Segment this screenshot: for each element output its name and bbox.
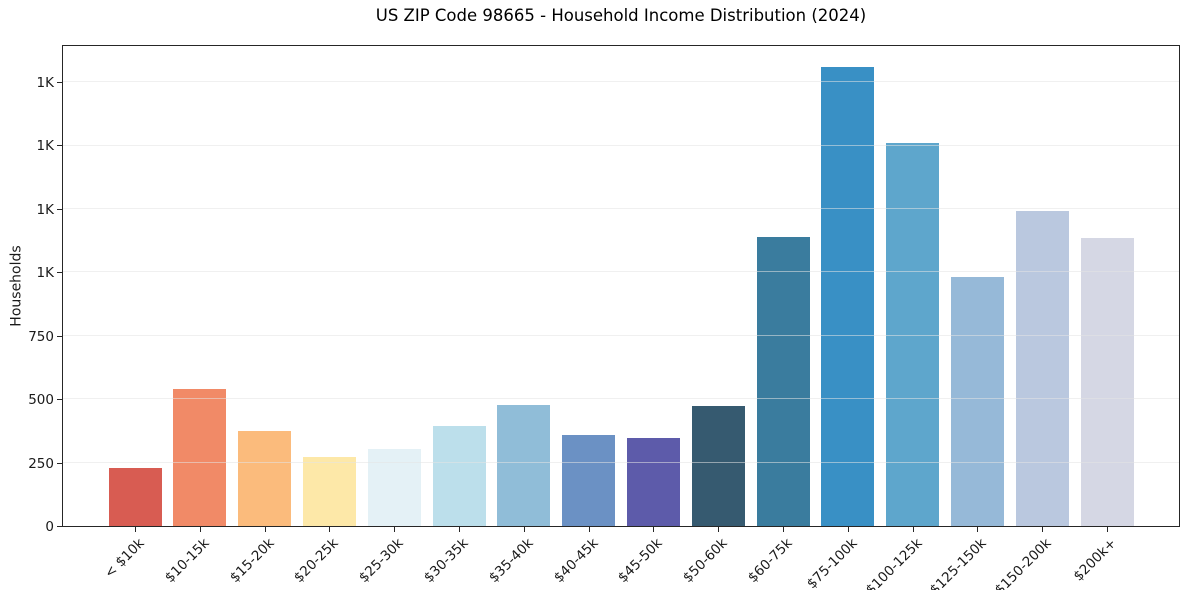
bar-45-50k: [626, 438, 680, 526]
x-tick-mark: [523, 527, 525, 532]
y-tick-mark: [57, 526, 62, 527]
y-tick-mark: [57, 82, 62, 84]
gridline: [63, 144, 1179, 146]
gridline: [63, 207, 1179, 209]
bar-75-100k: [821, 66, 875, 526]
y-tick-label: 500: [28, 392, 54, 409]
bar-40-45k: [562, 434, 616, 526]
y-tick-mark: [57, 272, 62, 274]
x-tick-mark: [459, 527, 460, 532]
y-tick-mark: [57, 208, 62, 210]
x-tick-mark: [653, 527, 655, 532]
y-tick-mark: [57, 399, 62, 401]
bar-125-150k: [950, 276, 1004, 526]
y-tick-label: 0: [45, 519, 54, 535]
gridline: [63, 461, 1179, 463]
gridline: [63, 334, 1179, 336]
y-tick-label: 1K: [36, 138, 54, 155]
y-tick-label: 750: [28, 328, 54, 345]
plot-area: [62, 45, 1180, 527]
y-tick-mark: [57, 462, 62, 464]
x-tick-mark: [264, 527, 266, 532]
x-tick-mark: [912, 527, 914, 532]
gridline: [63, 398, 1179, 400]
bar-150-200k: [1015, 211, 1069, 526]
x-tick-label: < $10k: [101, 535, 148, 582]
y-tick-label: 250: [28, 455, 54, 472]
x-tick-mark: [588, 527, 590, 532]
bar-10-15k: [173, 389, 227, 526]
bar-35-40k: [497, 405, 551, 526]
bar-30-35k: [432, 426, 486, 526]
x-tick-mark: [977, 527, 979, 532]
x-tick-mark: [718, 527, 720, 532]
bar-60-75k: [756, 237, 810, 526]
x-tick-mark: [1107, 527, 1108, 532]
x-tick-mark: [135, 527, 136, 532]
x-tick-mark: [329, 527, 331, 532]
bar-200k: [1080, 237, 1134, 526]
gridline: [63, 271, 1179, 273]
bar-10k: [108, 468, 162, 526]
x-tick-mark: [847, 527, 849, 532]
y-tick-label: 1K: [36, 75, 54, 92]
x-tick-mark: [783, 527, 784, 532]
y-tick-mark: [57, 145, 62, 147]
x-tick-mark: [1042, 527, 1044, 532]
x-tick-mark: [394, 527, 396, 532]
gridline: [63, 81, 1179, 83]
bar-50-60k: [691, 406, 745, 526]
bar-25-30k: [367, 448, 421, 526]
y-axis-label: Households: [9, 245, 26, 327]
y-tick-label: 1K: [36, 201, 54, 218]
bar-20-25k: [302, 456, 356, 526]
chart-title: US ZIP Code 98665 - Household Income Dis…: [375, 6, 867, 25]
y-tick-label: 1K: [36, 265, 54, 282]
y-tick-mark: [57, 335, 62, 337]
bar-15-20k: [238, 430, 292, 526]
x-tick-mark: [199, 527, 201, 532]
